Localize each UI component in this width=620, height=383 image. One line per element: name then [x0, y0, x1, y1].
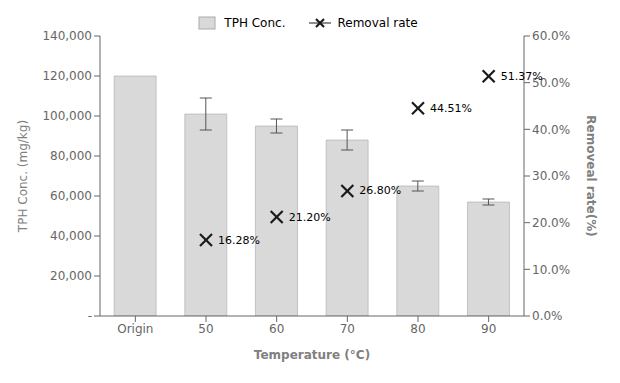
svg-text:60.0%: 60.0% — [532, 29, 570, 43]
html-text:TPH Conc.: TPH Conc. — [224, 16, 286, 30]
svg-text:26.80%: 26.80% — [359, 184, 401, 197]
svg-text:44.51%: 44.51% — [430, 102, 472, 115]
svg-text:100,000: 100,000 — [42, 109, 92, 123]
svg-text:10.0%: 10.0% — [532, 263, 570, 277]
svg-text:60: 60 — [269, 322, 284, 336]
svg-text:80,000: 80,000 — [50, 149, 92, 163]
svg-text:120,000: 120,000 — [42, 69, 92, 83]
svg-text:20,000: 20,000 — [50, 269, 92, 283]
svg-text:40.0%: 40.0% — [532, 123, 570, 137]
svg-text:140,000: 140,000 — [42, 29, 92, 43]
html-text:Removal rate: Removal rate — [337, 16, 418, 30]
svg-text:21.20%: 21.20% — [289, 211, 331, 224]
svg-text:0.0%: 0.0% — [532, 309, 563, 323]
svg-text:-: - — [88, 309, 92, 323]
svg-text:51.37%: 51.37% — [501, 70, 543, 83]
svg-text:40,000: 40,000 — [50, 229, 92, 243]
svg-text:80: 80 — [410, 322, 425, 336]
svg-text:60,000: 60,000 — [50, 189, 92, 203]
svg-text:50: 50 — [198, 322, 213, 336]
svg-text:TPH Conc. (mg/kg): TPH Conc. (mg/kg) — [16, 120, 30, 233]
svg-text:16.28%: 16.28% — [218, 234, 260, 247]
svg-text:70: 70 — [340, 322, 355, 336]
svg-text:Temperature (°C): Temperature (°C) — [254, 348, 370, 362]
svg-text:30.0%: 30.0% — [532, 169, 570, 183]
svg-text:Origin: Origin — [117, 322, 153, 336]
svg-text:90: 90 — [481, 322, 496, 336]
svg-text:20.0%: 20.0% — [532, 216, 570, 230]
svg-text:Removeal rate(%): Removeal rate(%) — [584, 115, 598, 236]
svg-text:50.0%: 50.0% — [532, 75, 571, 90]
